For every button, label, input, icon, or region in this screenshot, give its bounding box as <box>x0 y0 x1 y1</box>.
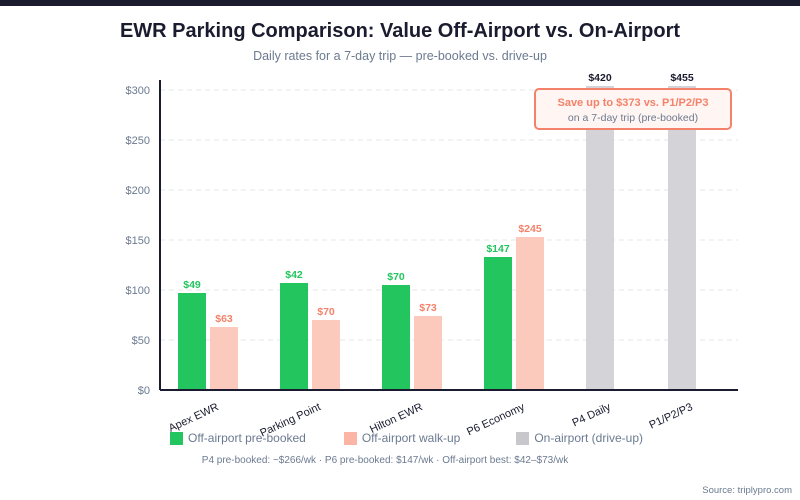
chart-title: EWR Parking Comparison: Value Off-Airpor… <box>119 20 681 42</box>
y-tick-label: $0 <box>138 385 150 397</box>
y-tick-label: $200 <box>126 185 150 197</box>
data-label: $70 <box>387 271 405 283</box>
legend-label: Off-airport pre-booked <box>188 431 306 445</box>
bar-walk-up <box>210 327 238 390</box>
bar-pre-booked <box>178 293 206 390</box>
bar-walk-up <box>516 237 544 390</box>
legend-swatch <box>170 431 183 445</box>
bar-pre-booked <box>280 283 308 390</box>
legend-swatch <box>343 431 357 445</box>
bar-walk-up <box>414 316 442 390</box>
bar-pre-booked <box>484 257 512 390</box>
y-tick-label: $100 <box>126 285 150 297</box>
y-tick-label: $300 <box>126 85 150 97</box>
bar-walk-up <box>312 320 340 390</box>
data-label: $147 <box>486 243 510 255</box>
legend-item-pre-booked: Off-airport pre-booked <box>170 431 306 445</box>
bar-pre-booked <box>382 285 410 390</box>
data-label: $42 <box>285 269 303 281</box>
data-label: $70 <box>317 306 335 318</box>
legend-label: Off-airport walk-up <box>361 431 461 445</box>
bar-on-airport <box>668 86 696 390</box>
legend: Off-airport pre-booked Off-airport walk-… <box>170 431 681 445</box>
data-label: $245 <box>518 223 542 235</box>
x-tick-label: P4 Daily <box>570 401 613 429</box>
y-tick-label: $50 <box>132 335 150 347</box>
data-label: $73 <box>419 302 437 314</box>
callout-headline: Save up to $373 vs. P1/P2/P3 <box>557 97 709 109</box>
footnote: P4 pre-booked: ~$266/wk · P6 pre-booked:… <box>201 455 569 466</box>
data-label: $420 <box>588 72 612 84</box>
legend-label: On-airport (drive-up) <box>534 431 644 445</box>
data-label: $49 <box>183 279 201 291</box>
legend-item-on-airport: On-airport (drive-up) <box>516 431 643 445</box>
y-tick-label: $150 <box>126 235 150 247</box>
legend-item-walk-up: Off-airport walk-up <box>343 431 461 445</box>
data-label: $455 <box>670 72 694 84</box>
bar-on-airport <box>586 86 614 390</box>
x-tick-label: Apex EWR <box>167 401 221 435</box>
source-credit: Source: triplypro.com <box>702 485 792 496</box>
savings-callout: Save up to $373 vs. P1/P2/P3 on a 7-day … <box>534 88 732 130</box>
x-tick-label: P1/P2/P3 <box>647 401 694 432</box>
chart-subtitle: Daily rates for a 7-day trip — pre-booke… <box>253 49 547 63</box>
callout-detail: on a 7-day trip (pre-booked) <box>567 112 699 124</box>
legend-swatch <box>516 431 530 445</box>
data-label: $63 <box>215 313 233 325</box>
top-bar <box>0 0 800 6</box>
y-tick-label: $250 <box>126 135 150 147</box>
